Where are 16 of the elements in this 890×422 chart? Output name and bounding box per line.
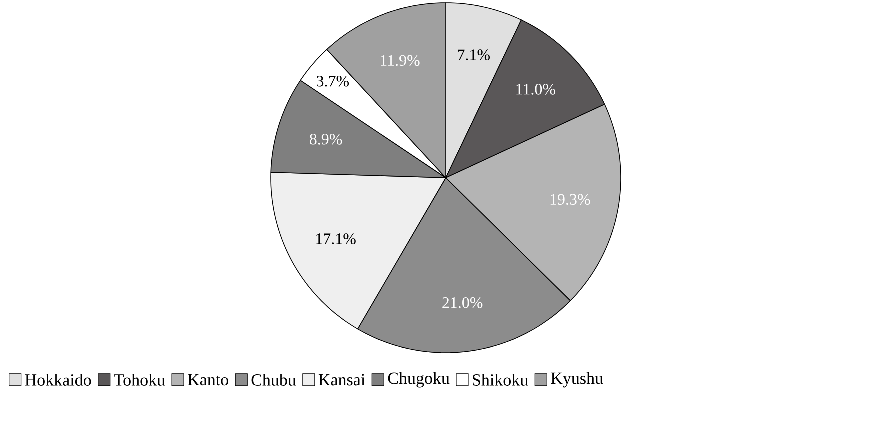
- legend-label: Chubu: [252, 374, 296, 386]
- data-label: 19.3%: [550, 194, 590, 206]
- legend-label: Chugoku: [388, 372, 450, 388]
- legend-label: Kansai: [318, 374, 366, 386]
- legend-label: Tohoku: [114, 374, 166, 386]
- data-label: 8.9%: [310, 134, 342, 145]
- data-label: 21.0%: [442, 297, 483, 308]
- data-label: 3.7%: [317, 76, 350, 87]
- data-label: 7.1%: [458, 50, 490, 61]
- data-label: 17.1%: [316, 234, 356, 244]
- data-label: 11.9%: [381, 55, 420, 66]
- data-label: 11.0%: [516, 84, 556, 95]
- legend-label: Hokkaido: [25, 374, 92, 386]
- legend-label: Kanto: [188, 374, 228, 386]
- legend-label: Kyushu: [551, 372, 604, 388]
- legend-label: Shikoku: [473, 374, 528, 386]
